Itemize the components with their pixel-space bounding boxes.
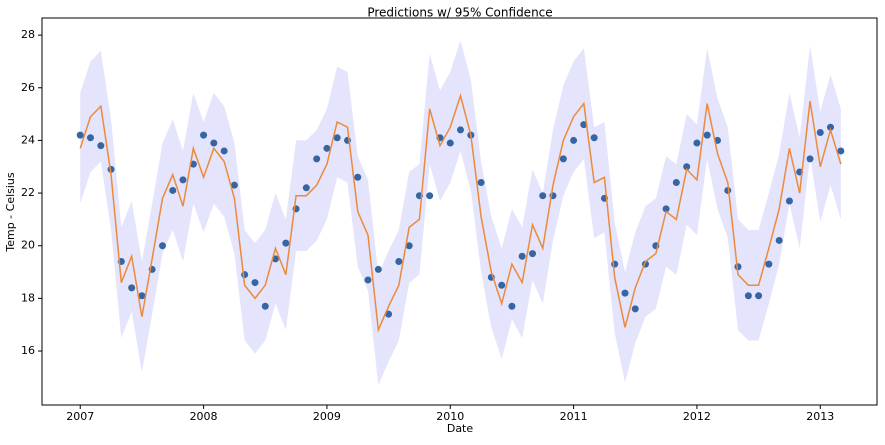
data-point	[313, 155, 321, 163]
data-point	[323, 144, 331, 152]
data-point	[261, 302, 269, 310]
data-point	[220, 147, 228, 155]
y-tick-label: 26	[21, 81, 35, 94]
x-tick-label: 2007	[66, 410, 94, 423]
x-axis-label: Date	[447, 422, 474, 435]
data-point	[477, 179, 485, 187]
data-point	[693, 139, 701, 147]
data-point	[580, 121, 588, 129]
data-point	[570, 136, 578, 144]
data-point	[354, 173, 362, 181]
chart-title: Predictions w/ 95% Confidence	[367, 6, 552, 20]
data-point	[755, 292, 763, 300]
data-point	[138, 292, 146, 300]
data-point	[611, 260, 619, 268]
data-point	[703, 131, 711, 139]
data-point	[785, 197, 793, 205]
confidence-band	[80, 40, 841, 386]
data-point	[827, 123, 835, 131]
data-point	[672, 179, 680, 187]
y-tick-label: 16	[21, 344, 35, 357]
data-point	[251, 279, 259, 287]
x-tick-label: 2012	[683, 410, 711, 423]
data-point	[395, 258, 403, 266]
data-point	[837, 147, 845, 155]
data-point	[385, 310, 393, 318]
y-tick-label: 24	[21, 133, 35, 146]
data-point	[816, 129, 824, 137]
data-point	[200, 131, 208, 139]
x-tick-label: 2010	[436, 410, 464, 423]
data-point	[683, 163, 691, 171]
data-point	[539, 192, 547, 200]
x-tick-label: 2011	[560, 410, 588, 423]
data-point	[775, 236, 783, 244]
prediction-line	[79, 92, 842, 333]
data-point	[128, 284, 136, 292]
data-point	[189, 160, 197, 168]
y-tick-label: 28	[21, 28, 35, 41]
data-point	[405, 242, 413, 250]
data-point	[97, 142, 105, 150]
data-point	[806, 155, 814, 163]
data-point	[86, 134, 94, 142]
y-tick-label: 22	[21, 186, 35, 199]
y-tick-label: 18	[21, 291, 35, 304]
data-point	[282, 239, 290, 247]
data-point	[518, 252, 526, 260]
data-point	[374, 265, 382, 273]
data-point	[230, 181, 238, 189]
data-point	[241, 271, 249, 279]
data-point	[179, 176, 187, 184]
data-point	[744, 292, 752, 300]
data-point	[498, 281, 506, 289]
plot-frame	[41, 17, 878, 406]
data-point	[631, 305, 639, 313]
data-point	[302, 184, 310, 192]
data-point	[621, 289, 629, 297]
data-point	[446, 139, 454, 147]
data-point	[210, 139, 218, 147]
data-point	[159, 242, 167, 250]
data-point	[76, 131, 84, 139]
x-tick-label: 2009	[313, 410, 341, 423]
y-tick-label: 20	[21, 239, 35, 252]
data-point	[426, 192, 434, 200]
data-point	[508, 302, 516, 310]
data-point	[169, 186, 177, 194]
data-point	[333, 134, 341, 142]
data-point	[590, 134, 598, 142]
y-axis-label: Temp - Celsius	[4, 172, 17, 253]
data-point	[456, 126, 464, 134]
data-point	[765, 260, 773, 268]
data-point	[529, 250, 537, 258]
x-tick-label: 2013	[806, 410, 834, 423]
data-point	[662, 205, 670, 213]
data-point	[364, 276, 372, 284]
x-tick-label: 2008	[190, 410, 218, 423]
data-point	[559, 155, 567, 163]
